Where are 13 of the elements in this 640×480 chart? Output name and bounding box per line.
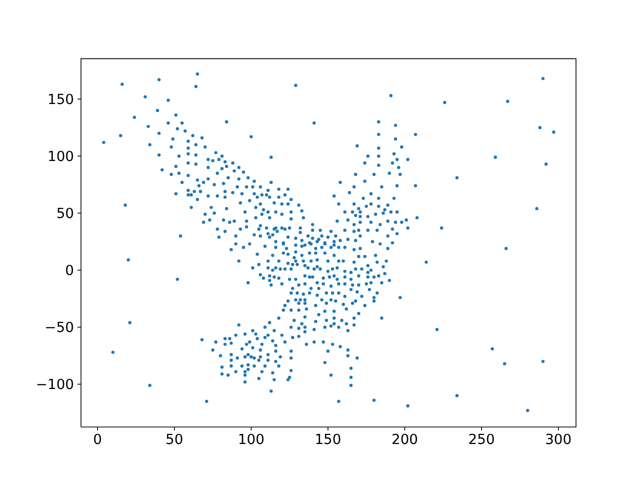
y-tick-label: 0 — [65, 263, 74, 280]
x-tick-label: 150 — [314, 432, 342, 448]
y-tick-label: 50 — [56, 206, 74, 222]
y-tick-label: 100 — [47, 149, 74, 166]
y-tick-label: −100 — [36, 377, 74, 394]
y-tick-label: 150 — [47, 92, 74, 108]
x-tick-label: 50 — [166, 432, 184, 448]
x-tick-label: 250 — [468, 432, 495, 448]
y-tick-label: −50 — [44, 320, 74, 336]
x-tick-label: 300 — [545, 432, 572, 448]
x-tick-label: 200 — [391, 432, 418, 448]
x-tick-label: 100 — [238, 432, 264, 448]
x-tick-label: 0 — [93, 432, 102, 448]
